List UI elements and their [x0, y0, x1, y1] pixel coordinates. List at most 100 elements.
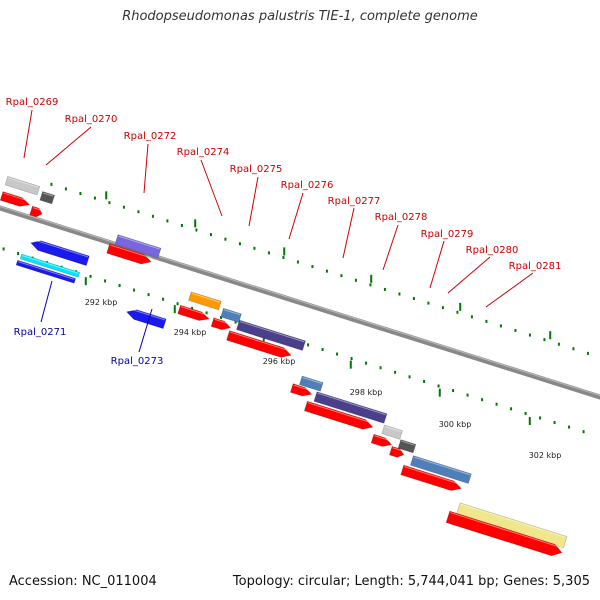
lower-tick-dot — [17, 252, 20, 256]
gene-label-rpal-0279[interactable]: Rpal_0279 — [421, 229, 474, 240]
upper-tick-dot — [383, 287, 386, 291]
leader-line — [200, 159, 223, 217]
leader-line — [447, 256, 491, 294]
feature-indigo — [236, 319, 306, 351]
upper-tick-dot — [238, 242, 241, 246]
upper-tick-dot — [441, 306, 444, 310]
gene-label-rpal-0280[interactable]: Rpal_0280 — [466, 245, 519, 256]
upper-tick-dot — [122, 205, 125, 209]
upper-tick-dot — [427, 301, 430, 305]
gene-label-rpal-0281[interactable]: Rpal_0281 — [509, 261, 562, 272]
cds-arrow — [0, 191, 31, 207]
leader-line — [342, 207, 355, 259]
scale-label: 302 kbp — [529, 451, 562, 460]
feature-khaki — [456, 502, 568, 549]
upper-tick-dot — [557, 342, 560, 346]
feature-indigo — [313, 391, 388, 424]
lower-tick-dot — [176, 302, 179, 306]
backbone-line — [0, 205, 600, 400]
lower-tick-dot — [452, 389, 455, 393]
lower-tick-dot — [307, 343, 310, 347]
leader-line — [138, 308, 153, 353]
gene-label-rpal-0278[interactable]: Rpal_0278 — [375, 212, 428, 223]
upper-tick-dot — [180, 223, 183, 227]
upper-tick-dot — [485, 319, 488, 323]
leader-line — [485, 272, 534, 308]
leader-line — [23, 109, 33, 159]
lower-tick-dot — [147, 293, 150, 297]
lower-tick-dot — [133, 288, 136, 292]
lower-tick-dot — [423, 379, 426, 383]
lower-tick-dot — [205, 311, 208, 315]
leader-line — [40, 280, 53, 323]
leader-line — [248, 176, 259, 227]
lower-tick-dot — [321, 347, 324, 351]
gene-label-rpal-0273[interactable]: Rpal_0273 — [111, 356, 164, 367]
upper-tick-dot — [296, 260, 299, 264]
upper-tick-dot — [253, 246, 256, 250]
lower-tick-dot — [394, 370, 397, 374]
feature-steel — [299, 375, 324, 392]
cds-arrow — [445, 510, 563, 557]
upper-tick-dot — [369, 283, 372, 287]
feature-gray — [4, 175, 41, 196]
scale-label: 298 kbp — [350, 388, 383, 397]
scale-label: 292 kbp — [85, 298, 118, 307]
cds-arrow — [210, 317, 232, 331]
leader-line — [429, 240, 445, 289]
scale-label: 294 kbp — [174, 328, 207, 337]
gene-arrow-blue — [126, 308, 167, 329]
feature-gray — [381, 424, 403, 440]
upper-tick-dot — [456, 310, 459, 314]
upper-tick-dot — [412, 297, 415, 301]
leader-line — [382, 224, 399, 271]
gene-label-rpal-0270[interactable]: Rpal_0270 — [65, 114, 118, 125]
lower-tick-dot — [524, 411, 527, 415]
lower-tick-dot — [220, 315, 223, 319]
gene-arrow-blue — [30, 239, 90, 266]
upper-tick-dot — [311, 265, 314, 269]
lower-tick-dot — [365, 361, 368, 365]
upper-tick-dot — [137, 210, 140, 214]
genome-info-text: Topology: circular; Length: 5,744,041 bp… — [232, 574, 590, 589]
gene-label-rpal-0274[interactable]: Rpal_0274 — [177, 147, 230, 158]
upper-tick-dot — [340, 274, 343, 278]
lower-tick-dot — [191, 306, 194, 310]
cds-arrow — [177, 304, 210, 321]
gene-label-rpal-0269[interactable]: Rpal_0269 — [6, 97, 59, 108]
cds-arrow — [29, 205, 43, 218]
gene-label-rpal-0275[interactable]: Rpal_0275 — [230, 164, 283, 175]
lower-tick-dot — [89, 274, 92, 278]
cds-arrow — [290, 383, 313, 397]
cds-arrow — [303, 400, 374, 430]
upper-tick-dot — [209, 233, 212, 237]
gene-label-rpal-0272[interactable]: Rpal_0272 — [124, 131, 177, 142]
upper-tick-dot — [224, 237, 227, 241]
feature-orange — [188, 291, 222, 311]
feature-dark — [397, 439, 417, 454]
upper-tick-dot — [528, 333, 531, 337]
feature-steel — [220, 307, 242, 323]
upper-tick-dot — [354, 278, 357, 282]
upper-tick-dot — [514, 329, 517, 333]
cds-arrow — [370, 433, 393, 447]
upper-tick-dot — [166, 219, 169, 223]
lower-tick-dot — [539, 416, 542, 420]
lower-tick-dot — [336, 352, 339, 356]
lower-tick-dot — [350, 357, 353, 361]
gene-label-rpal-0277[interactable]: Rpal_0277 — [328, 196, 381, 207]
accession-text: Accession: NC_011004 — [9, 574, 157, 589]
lower-tick-dot — [437, 384, 440, 388]
lower-tick-dot — [104, 279, 107, 283]
lower-tick-dot — [582, 430, 585, 434]
upper-tick-dot — [572, 347, 575, 351]
leader-line — [45, 126, 92, 166]
lower-tick-dot — [379, 366, 382, 370]
gene-label-rpal-0276[interactable]: Rpal_0276 — [281, 180, 334, 191]
upper-tick-dot — [108, 201, 111, 205]
lower-tick-dot — [481, 398, 484, 402]
gene-label-rpal-0271[interactable]: Rpal_0271 — [14, 327, 67, 338]
lower-tick-dot — [466, 393, 469, 397]
leader-line — [143, 143, 149, 194]
